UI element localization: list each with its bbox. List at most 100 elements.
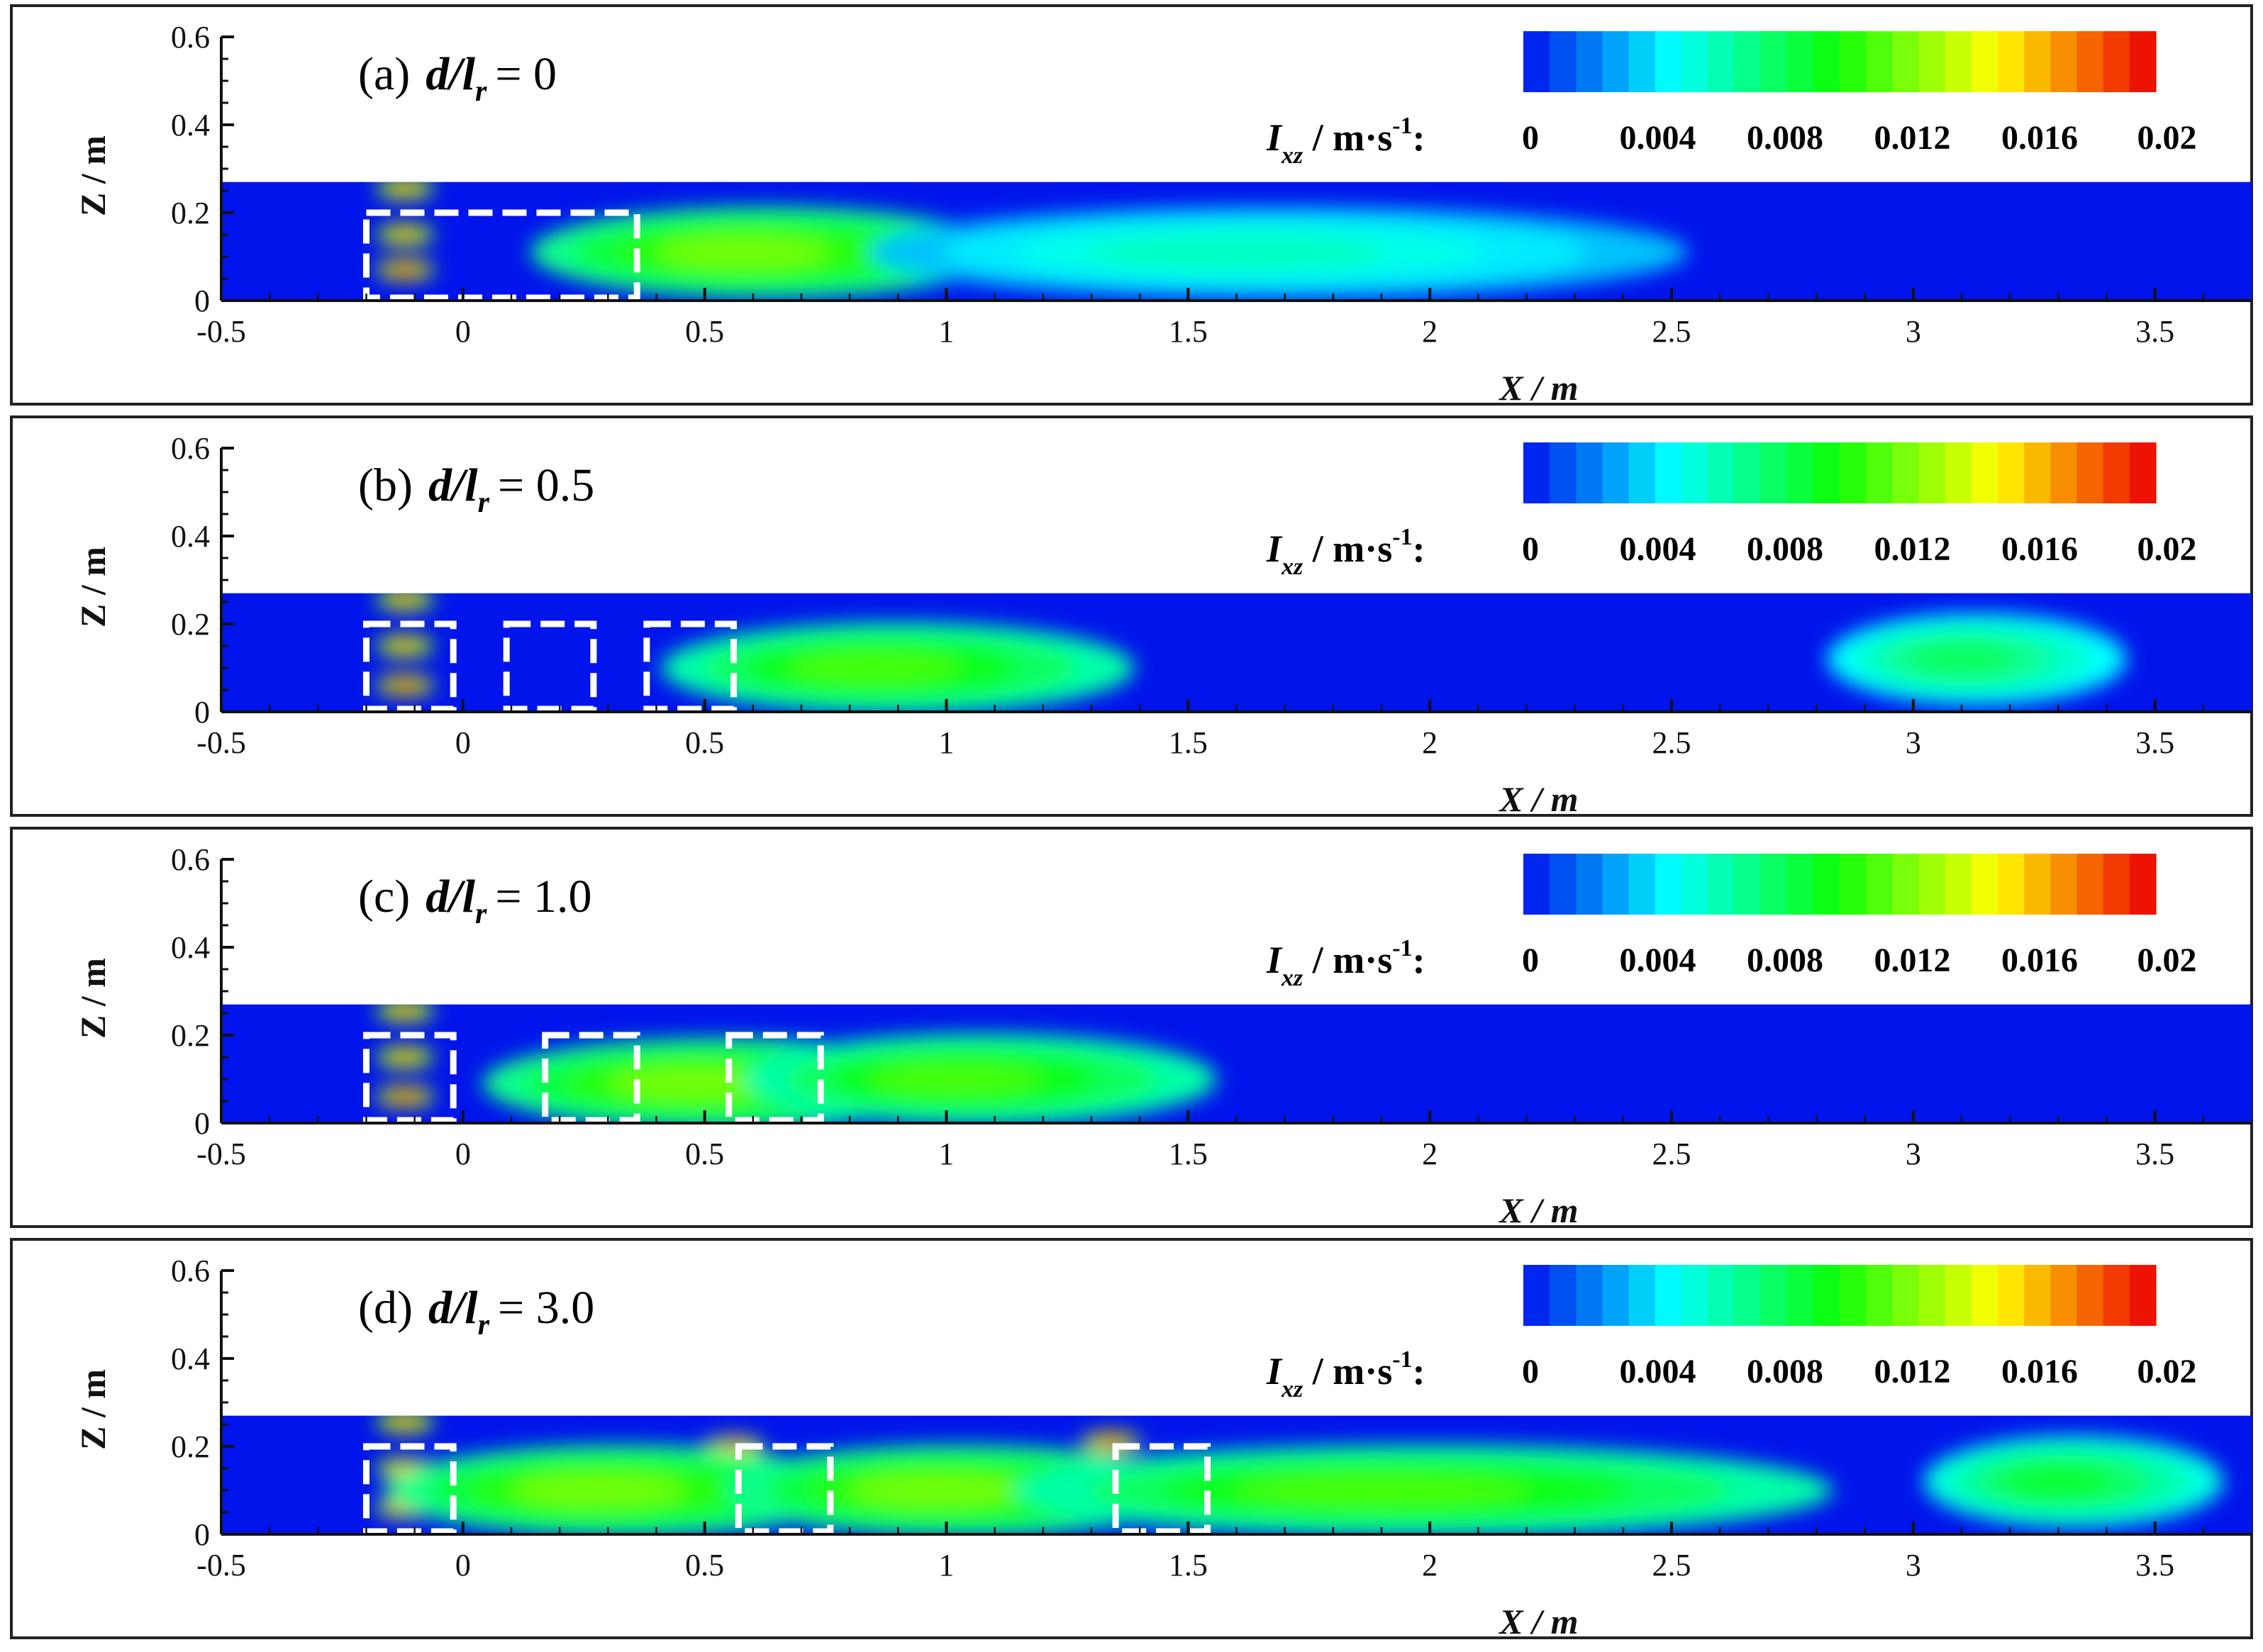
colorbar-tick-label: 0.016: [2001, 942, 2078, 979]
colorbar-unit-exp: -1: [1392, 524, 1412, 550]
panel-letter: (a): [358, 48, 410, 100]
structure-outline: [363, 1032, 457, 1124]
panel-condition-label: (c) d/lr = 1.0: [358, 871, 592, 930]
colorbar-band: [1813, 854, 1840, 915]
x-tick-label: 3: [1906, 314, 1921, 349]
condition-value: = 3.0: [498, 1282, 594, 1334]
colorbar-band: [1602, 442, 1630, 503]
x-tick-label: -0.5: [196, 725, 246, 760]
colorbar-band: [1576, 442, 1603, 503]
x-tick-label: 3.5: [2135, 314, 2174, 349]
intensity-blob: [394, 596, 417, 604]
colorbar-band: [1971, 442, 1998, 503]
x-tick-label: -0.5: [196, 314, 246, 349]
intensity-blob: [851, 1473, 1022, 1507]
colorbar-symbol-sub: xz: [1281, 143, 1303, 169]
colorbar-tick-label: 0.02: [2137, 119, 2196, 157]
colorbar-title: Ixz / m·s-1:: [1266, 935, 1425, 991]
colorbar-band: [2103, 442, 2130, 503]
colorbar-tick-label: 0.008: [1747, 530, 1823, 568]
panel-b: 00.20.40.6-0.5 0 0.5 1 1.5 2 2.5 3 3.5X / mZ / m…: [10, 415, 2253, 819]
condition-value: = 0.5: [498, 459, 594, 511]
colorbar-unit: / m·s: [1303, 116, 1392, 159]
panel-letter: (b): [358, 459, 413, 511]
colorbar-band: [1918, 442, 1946, 503]
colorbar-title: Ixz / m·s-1:: [1266, 113, 1425, 169]
colorbar-band: [2129, 31, 2157, 92]
colorbar-tick-label: 0: [1522, 530, 1539, 568]
colorbar-band: [2076, 31, 2104, 92]
x-tick-label: 2.5: [1652, 314, 1691, 349]
colorbar-band: [1655, 31, 1682, 92]
intensity-blob: [2004, 1465, 2113, 1498]
colorbar-band: [1892, 854, 1920, 915]
colorbar-band: [1945, 442, 1972, 503]
condition-subscript: r: [475, 75, 487, 108]
colorbar-band: [1628, 1265, 1656, 1326]
colorbar-symbol-sub: xz: [1281, 1376, 1303, 1402]
intensity-blob: [394, 266, 417, 274]
x-tick-label: 0.5: [685, 725, 724, 760]
colorbar-band: [1602, 854, 1630, 915]
colorbar-band: [2129, 854, 2157, 915]
condition-symbol: d/l: [428, 1282, 478, 1334]
condition-value: = 0: [495, 48, 557, 100]
colorbar-band: [1628, 854, 1656, 915]
panel-c: 00.20.40.6-0.5 0 0.5 1 1.5 2 2.5 3 3.5X / mZ / m…: [10, 827, 2253, 1230]
colorbar-band: [2103, 31, 2130, 92]
x-tick-label: 1.5: [1169, 314, 1208, 349]
intensity-blob: [394, 184, 417, 193]
colorbar-band: [2050, 854, 2078, 915]
colorbar-band: [1628, 442, 1656, 503]
contour-field: [221, 1415, 2252, 1534]
structure-outline: [363, 1443, 457, 1535]
colorbar-tick-label: 0.008: [1747, 1353, 1823, 1390]
x-tick-label: 1: [939, 725, 955, 760]
y-tick-label: 0: [194, 1106, 210, 1141]
colorbar-band: [1892, 31, 1920, 92]
colorbar-band: [1523, 1265, 1550, 1326]
intensity-blob: [658, 235, 829, 269]
colorbar-colon: :: [1413, 1350, 1425, 1393]
colorbar-band: [1734, 442, 1762, 503]
colorbar-band: [1866, 1265, 1893, 1326]
colorbar-band: [1550, 442, 1577, 503]
intensity-blob: [394, 1093, 417, 1101]
colorbar-symbol-sub: xz: [1281, 554, 1303, 580]
panel-condition-label: (d) d/lr = 3.0: [358, 1282, 594, 1341]
colorbar-band: [2024, 31, 2051, 92]
colorbar-band: [1760, 1265, 1788, 1326]
structure-outline: [735, 1443, 834, 1535]
colorbar-title: Ixz / m·s-1:: [1266, 524, 1425, 580]
panel-a: 00.20.40.6-0.5 0 0.5 1 1.5 2 2.5 3 3.5X / mZ / m…: [10, 4, 2253, 408]
colorbar-band: [2076, 1265, 2104, 1326]
y-tick-label: 0.6: [171, 431, 210, 466]
intensity-blob: [1089, 235, 1384, 269]
colorbar-band: [2103, 854, 2130, 915]
colorbar-band: [2024, 854, 2051, 915]
colorbar-band: [1998, 1265, 2025, 1326]
colorbar-band: [1840, 442, 1867, 503]
y-tick-label: 0.6: [171, 20, 210, 55]
colorbar-band: [1866, 854, 1893, 915]
condition-value: = 1.0: [495, 871, 591, 922]
y-tick-label: 0.4: [171, 1341, 210, 1376]
structure-outline: [725, 1032, 824, 1124]
x-tick-label: 0.5: [685, 1548, 724, 1583]
colorbar-tick-label: 0.004: [1619, 942, 1696, 979]
colorbar-band: [1760, 31, 1788, 92]
intensity-blob: [394, 642, 417, 650]
x-tick-label: 2: [1422, 725, 1438, 760]
y-axis-title: Z / m: [73, 547, 113, 627]
colorbar-band: [1708, 442, 1735, 503]
colorbar-colon: :: [1413, 528, 1425, 570]
colorbar-symbol-sub: xz: [1281, 965, 1303, 991]
x-axis-title: X / m: [1498, 1190, 1578, 1230]
colorbar-band: [1971, 854, 1998, 915]
colorbar-tick-label: 0.016: [2001, 530, 2078, 568]
colorbar-band: [1681, 442, 1708, 503]
colorbar-band: [1681, 1265, 1708, 1326]
colorbar-band: [2076, 442, 2104, 503]
colorbar-band: [2076, 854, 2104, 915]
